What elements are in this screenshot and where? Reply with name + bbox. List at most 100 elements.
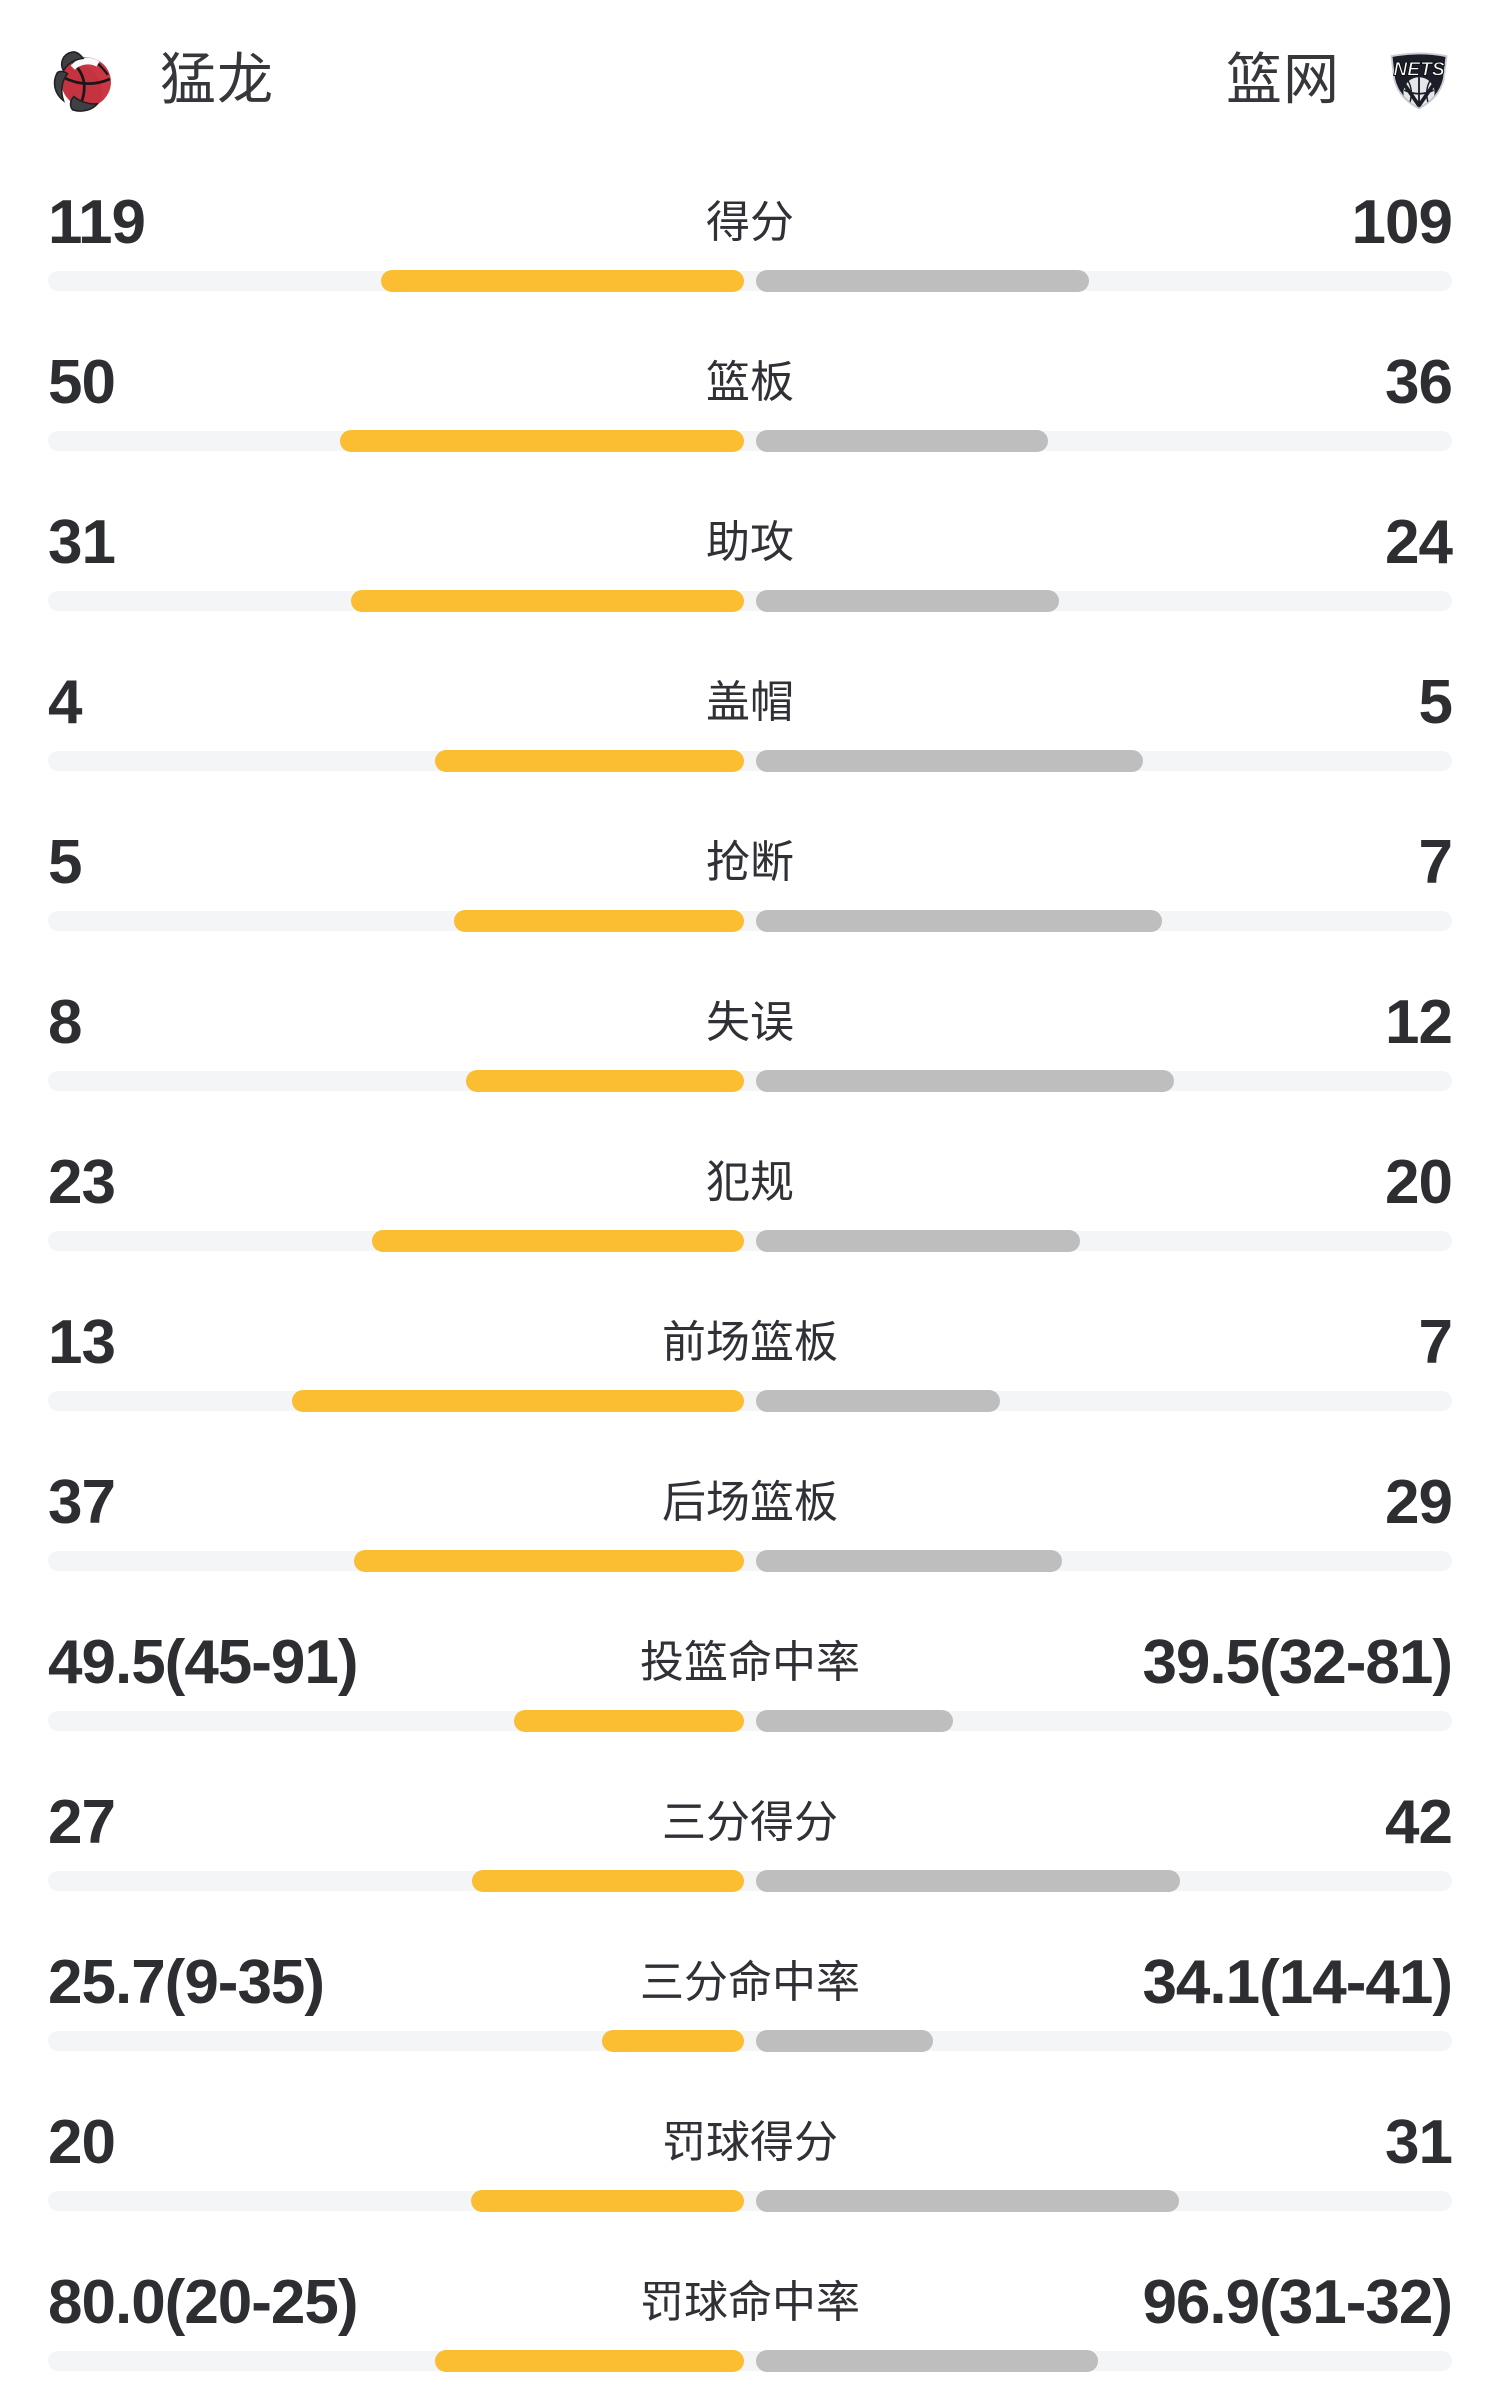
away-team-name: 篮网 — [1226, 48, 1340, 111]
stat-row: 20 罚球得分 31 — [48, 2080, 1453, 2240]
bar-track — [48, 2350, 1452, 2372]
away-value: 7 — [1418, 828, 1453, 897]
stat-label: 投篮命中率 — [640, 1638, 860, 1687]
home-value: 8 — [48, 988, 82, 1057]
stat-label: 三分得分 — [662, 1798, 838, 1847]
home-value: 119 — [48, 188, 146, 257]
stat-row: 80.0(20-25) 罚球命中率 96.9(31-32) — [48, 2240, 1453, 2400]
bar-track — [48, 1070, 1452, 1092]
bar-track — [48, 910, 1452, 932]
home-value: 37 — [48, 1468, 116, 1537]
home-bar — [371, 1230, 744, 1252]
home-bar — [339, 430, 744, 452]
away-value: 39.5(32-81) — [1142, 1628, 1453, 1697]
nets-wordmark: NETS — [1393, 59, 1445, 80]
away-bar — [756, 2350, 1099, 2372]
bar-track — [48, 1390, 1452, 1412]
home-value: 25.7(9-35) — [48, 1948, 325, 2017]
stat-row: 5 抢断 7 — [48, 800, 1453, 960]
stat-row: 27 三分得分 42 — [48, 1760, 1453, 1920]
away-bar — [756, 430, 1048, 452]
away-bar — [756, 2030, 933, 2052]
nets-logo-icon: NETS — [1386, 47, 1452, 113]
home-value: 20 — [48, 2108, 116, 2177]
home-value: 13 — [48, 1308, 116, 1377]
home-value: 31 — [48, 508, 116, 577]
away-value: 109 — [1351, 188, 1453, 257]
away-bar — [756, 750, 1143, 772]
home-team-name: 猛龙 — [160, 48, 274, 111]
bar-track — [48, 2190, 1452, 2212]
away-value: 12 — [1385, 988, 1453, 1057]
home-value: 27 — [48, 1788, 116, 1857]
stat-row: 13 前场篮板 7 — [48, 1280, 1453, 1440]
away-value: 42 — [1385, 1788, 1453, 1857]
away-bar — [756, 1710, 953, 1732]
away-value: 24 — [1385, 508, 1453, 577]
stat-label: 失误 — [706, 998, 794, 1047]
home-value: 4 — [48, 668, 82, 737]
away-bar — [756, 1230, 1080, 1252]
home-bar — [471, 2190, 744, 2212]
bar-track — [48, 1550, 1452, 1572]
stat-line: 8 失误 12 — [48, 980, 1453, 1066]
stat-label: 三分命中率 — [640, 1958, 860, 2007]
stat-line: 119 得分 109 — [48, 180, 1453, 266]
stat-line: 5 抢断 7 — [48, 820, 1453, 906]
away-value: 36 — [1385, 348, 1453, 417]
away-value: 5 — [1418, 668, 1453, 737]
away-bar — [756, 270, 1089, 292]
away-value: 96.9(31-32) — [1142, 2268, 1453, 2337]
bar-track — [48, 270, 1452, 292]
stat-row: 25.7(9-35) 三分命中率 34.1(14-41) — [48, 1920, 1453, 2080]
stat-line: 50 篮板 36 — [48, 340, 1453, 426]
stat-line: 25.7(9-35) 三分命中率 34.1(14-41) — [48, 1940, 1453, 2026]
home-bar — [453, 910, 744, 932]
stat-label: 抢断 — [706, 838, 794, 887]
stat-row: 119 得分 109 — [48, 160, 1453, 320]
stat-line: 23 犯规 20 — [48, 1140, 1453, 1226]
home-bar — [434, 750, 744, 772]
home-bar — [434, 2350, 744, 2372]
stat-label: 盖帽 — [706, 678, 794, 727]
stat-label: 后场篮板 — [662, 1478, 838, 1527]
bar-track — [48, 2030, 1452, 2052]
home-value: 50 — [48, 348, 116, 417]
bar-track — [48, 590, 1452, 612]
stat-row: 4 盖帽 5 — [48, 640, 1453, 800]
away-bar — [756, 590, 1060, 612]
bar-track — [48, 430, 1452, 452]
home-bar — [380, 270, 744, 292]
stat-row: 23 犯规 20 — [48, 1120, 1453, 1280]
stat-line: 13 前场篮板 7 — [48, 1300, 1453, 1386]
stat-line: 37 后场篮板 29 — [48, 1460, 1453, 1546]
away-bar — [756, 910, 1162, 932]
away-bar — [756, 2190, 1180, 2212]
away-value: 7 — [1418, 1308, 1453, 1377]
away-value: 29 — [1385, 1468, 1453, 1537]
stat-line: 31 助攻 24 — [48, 500, 1453, 586]
stat-row: 50 篮板 36 — [48, 320, 1453, 480]
stat-label: 犯规 — [706, 1158, 794, 1207]
home-value: 5 — [48, 828, 82, 897]
stat-line: 27 三分得分 42 — [48, 1780, 1453, 1866]
home-bar — [353, 1550, 744, 1572]
bar-track — [48, 1710, 1452, 1732]
away-bar — [756, 1390, 1000, 1412]
away-bar — [756, 1550, 1062, 1572]
stat-label: 罚球命中率 — [640, 2278, 860, 2327]
away-bar — [756, 1070, 1174, 1092]
home-bar — [602, 2030, 744, 2052]
stat-label: 前场篮板 — [662, 1318, 838, 1367]
away-team-header[interactable]: NETS 篮网 — [1226, 47, 1452, 113]
home-bar — [471, 1870, 744, 1892]
home-team-header[interactable]: 猛龙 — [48, 47, 274, 113]
home-bar — [513, 1710, 744, 1732]
home-value: 23 — [48, 1148, 116, 1217]
stat-label: 得分 — [706, 198, 794, 247]
match-header: 猛龙 — [48, 0, 1452, 160]
home-value: 80.0(20-25) — [48, 2268, 359, 2337]
bar-track — [48, 1870, 1452, 1892]
away-value: 31 — [1385, 2108, 1453, 2177]
